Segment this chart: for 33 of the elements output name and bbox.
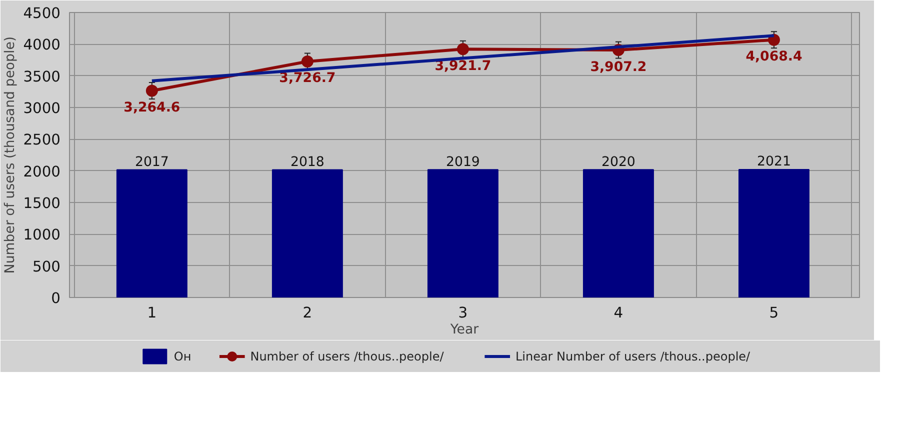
data-label: 2019 [446, 154, 480, 170]
y-tick-label: 3500 [23, 68, 61, 86]
data-label: 3,726.7 [279, 71, 336, 86]
x-tick-label: 5 [769, 304, 779, 322]
y-tick-label: 1000 [23, 226, 61, 244]
y-tick-label: 2000 [23, 163, 61, 180]
y-tick-label: 500 [32, 258, 61, 276]
data-label: 4,068.4 [746, 50, 802, 65]
data-label: 3,907.2 [590, 60, 647, 75]
x-tick-label: 2 [302, 304, 312, 322]
legend-label: Number of users /thous..people/ [250, 350, 445, 364]
y-axis-title: Number of users (thousand people) [3, 36, 18, 274]
legend-label: Linear Number of users /thous..people/ [515, 350, 752, 364]
x-axis-title: Year [449, 322, 480, 338]
y-tick-label: 2500 [23, 132, 61, 149]
data-label: 3,921.7 [434, 58, 492, 74]
data-label: 2018 [290, 154, 324, 170]
x-tick-label: 3 [458, 304, 468, 322]
y-tick-label: 0 [51, 290, 61, 307]
y-tick-label: 4500 [23, 5, 61, 22]
y-tick-label: 4000 [23, 36, 61, 54]
point [301, 55, 314, 68]
y-tick-label: 1500 [23, 195, 61, 212]
x-tick-label: 1 [147, 304, 157, 322]
data-label: 3,264.6 [124, 100, 180, 116]
data-label: 2021 [757, 154, 791, 170]
data-label: 2017 [134, 154, 169, 170]
y-tick-label: 3000 [23, 100, 61, 117]
legend-label: Он [174, 350, 192, 364]
data-label: 2020 [601, 154, 636, 170]
point [146, 84, 158, 97]
x-tick-label: 4 [614, 304, 624, 322]
point [456, 43, 469, 56]
